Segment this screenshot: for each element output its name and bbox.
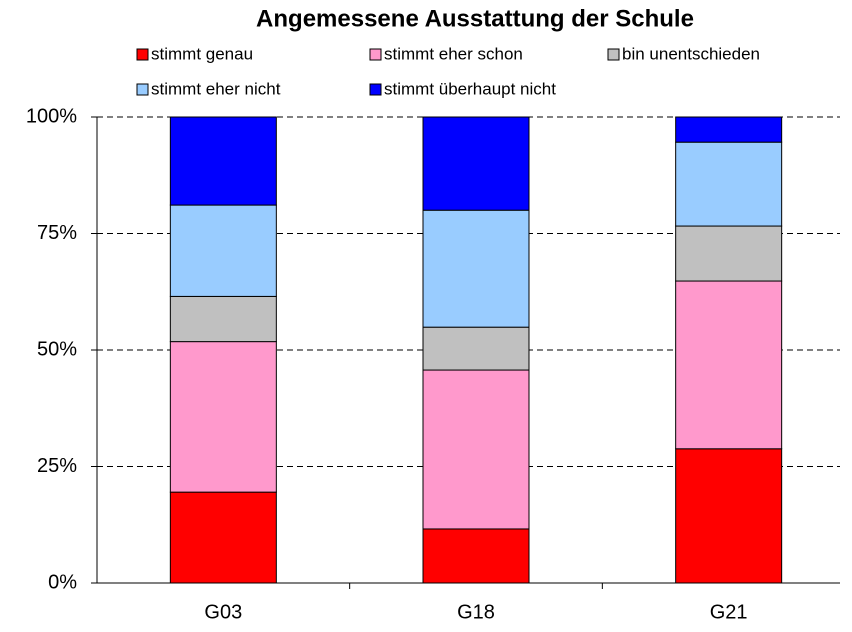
y-tick-label: 0% [48,571,77,593]
y-tick-label: 75% [37,222,77,244]
legend-swatch [136,83,149,96]
x-tick-label: G03 [204,601,242,623]
legend-label: stimmt eher schon [384,44,523,63]
bar-segment [169,295,277,343]
bar-segment [675,116,783,143]
bar-segment [422,116,530,211]
legend-label: stimmt eher nicht [151,79,281,98]
legend-swatch [136,48,149,61]
y-tick-label: 50% [37,338,77,360]
bar-segment [675,448,783,584]
bar-segment [422,528,530,584]
x-tick-label: G21 [710,601,748,623]
bar-segment [675,225,783,282]
bar-segment [675,280,783,450]
legend-swatch [369,83,382,96]
bar-segment [675,141,783,227]
chart-title: Angemessene Ausstattung der Schule [256,5,694,32]
bar-segment [422,326,530,371]
legend-swatch [607,48,620,61]
bar-segment [169,204,277,297]
legend-label: bin unentschieden [622,44,760,63]
legend-swatch [369,48,382,61]
y-tick-label: 100% [26,105,77,127]
x-tick-label: G18 [457,601,495,623]
bar-segment [422,369,530,530]
bar-segment [169,491,277,584]
legend-label: stimmt überhaupt nicht [384,79,556,98]
bar-segment [422,209,530,328]
bar-segment [169,341,277,493]
bar-segment [169,116,277,206]
y-tick-label: 25% [37,455,77,477]
legend-label: stimmt genau [151,44,253,63]
